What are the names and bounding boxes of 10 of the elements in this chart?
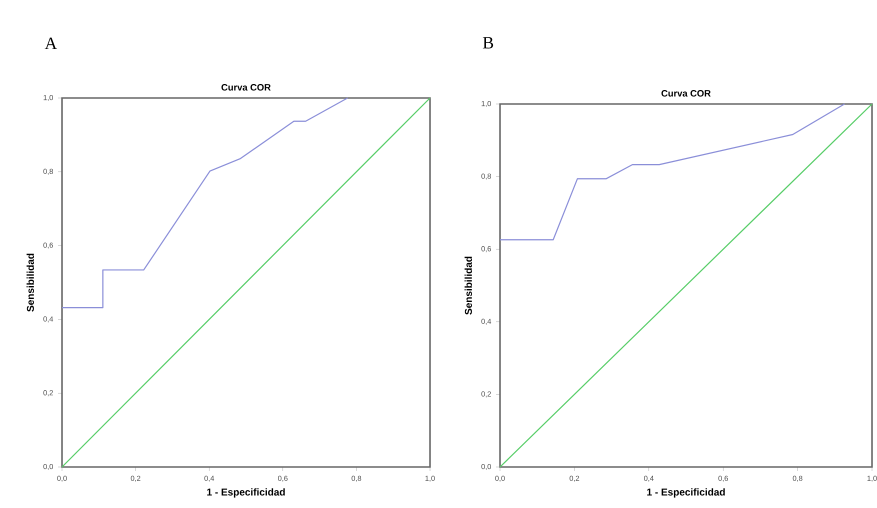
x-axis-title: 1 - Especificidad (207, 488, 285, 498)
line-series (61, 97, 348, 308)
text: B (482, 37, 494, 48)
chart-title: Curva COR (221, 84, 271, 91)
text: A (44, 38, 58, 50)
y-axis-title: Sensibilidad (464, 256, 472, 315)
x-axis-title: 1 - Especificidad (647, 488, 725, 498)
y-axis-title: Sensibilidad (26, 254, 34, 312)
line-series (499, 103, 846, 240)
chart-title: Curva COR (661, 90, 711, 97)
